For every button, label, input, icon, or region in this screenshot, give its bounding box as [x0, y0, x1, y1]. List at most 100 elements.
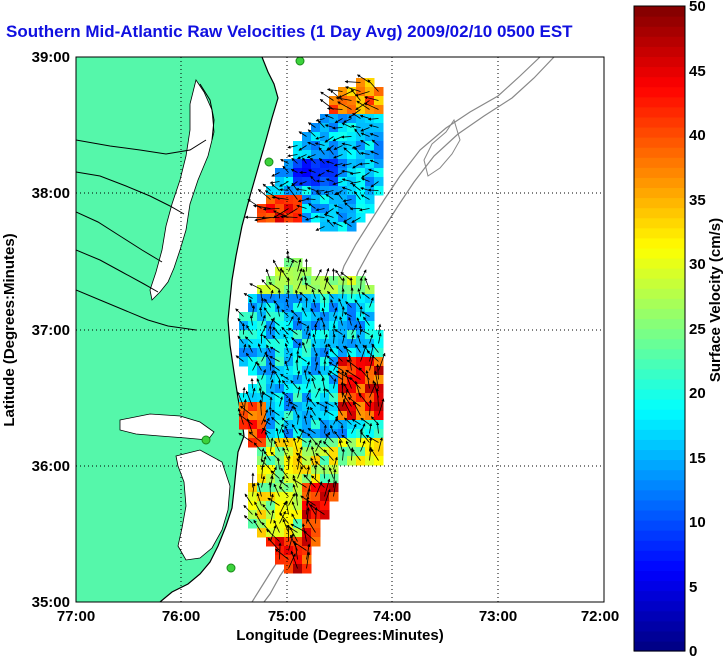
velocity-arrow: [281, 391, 289, 398]
velocity-arrow: [351, 324, 357, 335]
velocity-cell: [374, 366, 384, 376]
velocity-arrow: [289, 401, 298, 407]
velocity-cell: [293, 339, 303, 349]
velocity-cell: [266, 294, 276, 304]
velocity-cell: [338, 276, 348, 286]
velocity-arrow: [297, 154, 307, 160]
velocity-cell: [365, 339, 375, 349]
velocity-arrow: [325, 193, 334, 200]
velocity-cell: [365, 96, 375, 106]
velocity-cell: [302, 519, 312, 529]
velocity-cell: [257, 393, 267, 403]
velocity-cell: [347, 222, 357, 232]
velocity-arrow: [263, 450, 271, 461]
velocity-arrow: [247, 199, 262, 209]
velocity-cell: [293, 537, 303, 547]
velocity-arrow: [283, 208, 298, 218]
velocity-cell: [284, 204, 294, 214]
velocity-cell: [356, 393, 366, 403]
velocity-arrow: [345, 369, 361, 380]
velocity-cell: [347, 429, 357, 439]
velocity-cell: [257, 357, 267, 367]
velocity-arrow: [368, 168, 379, 173]
velocity-arrow: [325, 388, 334, 398]
velocity-cell: [338, 330, 348, 340]
velocity-arrow: [324, 114, 334, 119]
velocity-arrow: [287, 397, 291, 407]
velocity-arrow: [314, 463, 318, 479]
velocity-arrow: [360, 440, 366, 452]
velocity-arrow: [325, 278, 334, 290]
velocity-cell: [293, 555, 303, 565]
velocity-arrow: [335, 345, 343, 353]
velocity-arrow: [332, 221, 343, 227]
colorbar-band: [634, 207, 685, 219]
velocity-cell: [293, 213, 303, 223]
velocity-cell: [347, 159, 357, 169]
velocity-arrow: [271, 172, 280, 177]
velocity-arrow: [266, 529, 280, 542]
velocity-arrow: [369, 354, 375, 371]
velocity-cell: [329, 357, 339, 367]
velocity-cell: [293, 204, 303, 214]
velocity-cell: [257, 501, 267, 511]
colorbar-band: [634, 640, 685, 652]
velocity-cell: [374, 339, 384, 349]
velocity-arrow: [290, 550, 298, 569]
velocity-arrow: [340, 135, 352, 139]
velocity-arrow: [302, 341, 307, 353]
velocity-cell: [356, 285, 366, 295]
velocity-cell: [293, 447, 303, 457]
velocity-arrow: [265, 353, 271, 362]
velocity-cell: [338, 159, 348, 169]
colorbar-tick-label: 25: [689, 321, 706, 338]
velocity-cell: [365, 321, 375, 331]
velocity-cell: [356, 456, 366, 466]
velocity-cell: [257, 204, 267, 214]
velocity-cell: [302, 456, 312, 466]
velocity-cell: [356, 132, 366, 142]
velocity-cell: [320, 141, 330, 151]
velocity-cell: [365, 204, 375, 214]
velocity-cell: [293, 402, 303, 412]
colorbar-band: [634, 116, 685, 128]
velocity-arrow: [341, 122, 352, 128]
velocity-arrows: [235, 74, 386, 569]
velocity-arrow: [261, 369, 266, 380]
velocity-arrow: [343, 312, 352, 317]
velocity-cell: [293, 258, 303, 268]
velocity-arrow: [332, 136, 343, 142]
colorbar-band: [634, 368, 685, 380]
velocity-cell: [284, 186, 294, 196]
velocity-arrow: [270, 525, 277, 542]
velocity-cell: [293, 150, 303, 160]
velocity-cell: [356, 357, 366, 367]
velocity-arrow: [349, 181, 361, 185]
velocity-arrow: [288, 315, 294, 326]
velocity-arrow: [275, 548, 289, 560]
velocity-arrow: [315, 208, 325, 212]
velocity-arrow: [245, 390, 253, 407]
velocity-cell: [374, 456, 384, 466]
velocity-cell: [257, 411, 267, 421]
velocity-arrow: [378, 398, 385, 416]
velocity-arrow: [360, 151, 370, 155]
velocity-cell: [320, 483, 330, 493]
velocity-cell: [275, 474, 285, 484]
colorbar-band: [634, 489, 685, 501]
velocity-arrow: [332, 333, 336, 344]
colorbar-band: [634, 580, 685, 592]
velocity-arrow: [285, 298, 289, 308]
velocity-cell: [284, 159, 294, 169]
velocity-arrow: [369, 132, 379, 137]
velocity-arrow: [375, 387, 379, 407]
velocity-arrow: [360, 431, 370, 443]
colorbar-band: [634, 157, 685, 168]
velocity-cell: [284, 213, 294, 223]
velocity-arrow: [273, 208, 289, 219]
velocity-arrow: [271, 195, 289, 200]
velocity-arrow: [287, 145, 298, 149]
x-tick-label: 77:00: [57, 608, 95, 625]
velocity-cell: [239, 339, 249, 349]
velocity-cell: [347, 294, 357, 304]
